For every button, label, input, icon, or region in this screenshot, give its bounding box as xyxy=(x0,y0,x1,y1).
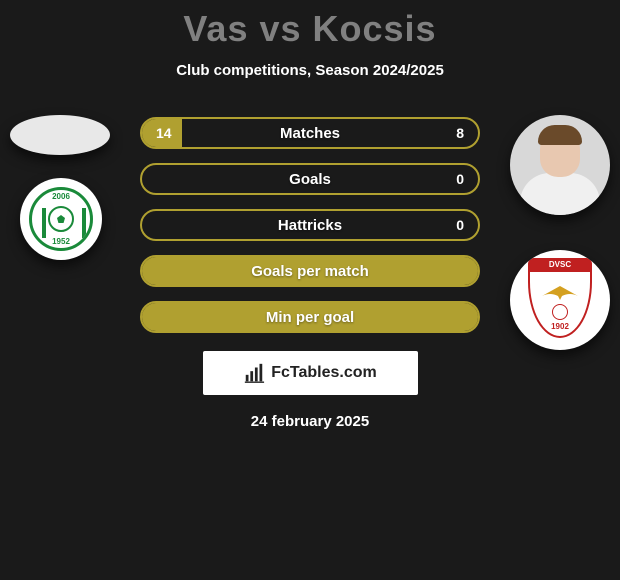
football-icon xyxy=(552,304,568,320)
stat-label: Goals xyxy=(289,171,331,188)
eagle-icon xyxy=(538,284,582,302)
stat-row-min-per-goal: Min per goal xyxy=(140,301,480,333)
stat-value-right: 0 xyxy=(456,217,464,233)
page-title: Vas vs Kocsis xyxy=(0,0,620,50)
club-right-year: 1902 xyxy=(510,322,610,331)
stat-label: Hattricks xyxy=(278,217,342,234)
stat-value-right: 0 xyxy=(456,171,464,187)
player-avatar-left xyxy=(10,115,110,155)
avatar-body xyxy=(520,173,600,215)
club-left-ring: 2006 1952 xyxy=(29,187,93,251)
stat-row-goals: Goals 0 xyxy=(140,163,480,195)
club-badge-right: DVSC 1902 xyxy=(510,250,610,350)
stat-label: Goals per match xyxy=(251,263,369,280)
stat-value-left: 14 xyxy=(156,125,172,141)
avatar-hair xyxy=(538,125,582,145)
watermark: FcTables.com xyxy=(203,351,418,395)
football-icon xyxy=(48,206,74,232)
stat-label: Min per goal xyxy=(266,309,354,326)
club-left-year-bottom: 1952 xyxy=(32,237,90,246)
watermark-text: FcTables.com xyxy=(271,364,377,382)
club-badge-left: 2006 1952 xyxy=(20,178,102,260)
player-avatar-right xyxy=(510,115,610,215)
stat-label: Matches xyxy=(280,125,340,142)
date-label: 24 february 2025 xyxy=(0,413,620,430)
club-right-label: DVSC xyxy=(528,258,592,272)
subtitle: Club competitions, Season 2024/2025 xyxy=(0,62,620,79)
club-left-year-top: 2006 xyxy=(32,192,90,201)
bar-chart-icon xyxy=(243,362,265,384)
stat-row-hattricks: Hattricks 0 xyxy=(140,209,480,241)
stat-row-goals-per-match: Goals per match xyxy=(140,255,480,287)
stat-row-matches: 14 Matches 8 xyxy=(140,117,480,149)
stat-value-right: 8 xyxy=(456,125,464,141)
